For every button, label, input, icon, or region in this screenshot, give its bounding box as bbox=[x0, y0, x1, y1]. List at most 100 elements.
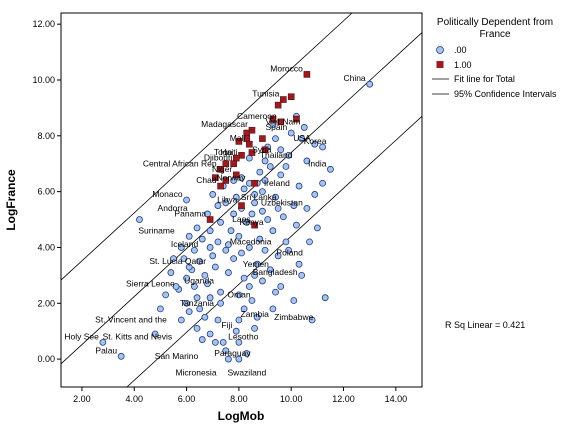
data-point-dependent bbox=[235, 138, 243, 145]
data-point-independent bbox=[300, 124, 308, 131]
point-label: Zimbabwe bbox=[274, 312, 313, 322]
data-point-independent bbox=[185, 263, 193, 271]
data-point-independent bbox=[222, 199, 230, 207]
y-tick-label: 8.00 bbox=[37, 131, 55, 141]
point-label: Morocco bbox=[270, 63, 303, 73]
data-point-independent bbox=[177, 244, 185, 251]
point-label: Monaco bbox=[152, 189, 183, 199]
data-point-independent bbox=[214, 316, 222, 324]
data-point-independent bbox=[230, 255, 238, 263]
data-point-dependent bbox=[251, 179, 258, 187]
data-point-independent bbox=[157, 305, 164, 313]
data-point-independent bbox=[264, 216, 272, 223]
x-tick-label: 4.00 bbox=[125, 394, 143, 404]
data-point-independent bbox=[167, 269, 175, 276]
data-point-independent bbox=[295, 182, 303, 190]
x-tick-label: 14.00 bbox=[385, 394, 408, 404]
data-point-independent bbox=[136, 216, 143, 223]
y-tick-label: 12.00 bbox=[32, 19, 55, 29]
point-label: Togo bbox=[214, 147, 233, 157]
data-point-independent bbox=[183, 274, 190, 282]
data-point-independent bbox=[191, 283, 198, 290]
data-point-independent bbox=[232, 327, 240, 335]
x-axis-title: LogMob bbox=[218, 409, 265, 423]
data-point-independent bbox=[240, 305, 248, 313]
data-point-independent bbox=[235, 355, 243, 363]
data-point-independent bbox=[313, 224, 321, 232]
data-point-independent bbox=[245, 283, 253, 290]
data-point-independent bbox=[180, 255, 188, 263]
point-label: Andorra bbox=[158, 203, 189, 213]
point-label: Laos bbox=[232, 214, 250, 224]
data-point-independent bbox=[193, 324, 201, 332]
data-point-independent bbox=[172, 283, 180, 290]
legend-label-3: 95% Confidence Intervals bbox=[454, 89, 557, 99]
data-point-independent bbox=[151, 330, 159, 338]
data-point-independent bbox=[240, 274, 248, 282]
data-point-independent bbox=[290, 297, 298, 304]
data-point-independent bbox=[274, 252, 282, 260]
data-point-dependent bbox=[222, 160, 230, 168]
data-point-independent bbox=[232, 193, 240, 201]
legend-title-line-1: Politically Dependent from bbox=[437, 17, 553, 28]
data-point-dependent bbox=[238, 202, 245, 209]
point-label: Thailand bbox=[260, 150, 293, 160]
data-point-independent bbox=[259, 188, 266, 196]
data-point-independent bbox=[245, 154, 253, 162]
data-point-dependent bbox=[269, 115, 277, 123]
data-point-independent bbox=[311, 140, 319, 148]
point-label: Swaziland bbox=[228, 368, 267, 378]
data-points bbox=[99, 71, 374, 363]
legend-marker-square bbox=[436, 61, 444, 68]
data-point-independent bbox=[269, 305, 277, 313]
data-point-independent bbox=[206, 227, 214, 235]
data-point-independent bbox=[277, 146, 285, 154]
point-label: Uganda bbox=[184, 276, 214, 286]
data-point-independent bbox=[211, 338, 219, 346]
data-point-independent bbox=[248, 297, 256, 304]
point-label: Panama bbox=[174, 209, 206, 219]
data-point-independent bbox=[266, 266, 274, 274]
data-point-independent bbox=[272, 135, 279, 142]
point-label: Djibouti bbox=[204, 153, 232, 163]
data-point-independent bbox=[196, 258, 204, 265]
data-point-independent bbox=[217, 299, 224, 307]
data-point-independent bbox=[303, 204, 311, 212]
data-point-independent bbox=[214, 202, 222, 209]
data-point-independent bbox=[277, 283, 285, 290]
data-point-independent bbox=[298, 271, 306, 279]
data-point-dependent bbox=[287, 93, 295, 101]
data-point-independent bbox=[298, 135, 306, 142]
legend-label-0: .00 bbox=[454, 45, 467, 55]
data-point-independent bbox=[204, 280, 211, 288]
legend-label-1: 1.00 bbox=[454, 60, 472, 70]
point-label: Lesotho bbox=[228, 331, 259, 341]
data-point-independent bbox=[311, 191, 319, 198]
data-point-independent bbox=[185, 308, 193, 316]
data-point-independent bbox=[259, 207, 266, 215]
point-label: USA bbox=[293, 133, 311, 143]
data-point-independent bbox=[245, 244, 253, 251]
x-tick-label: 10.00 bbox=[280, 394, 303, 404]
data-point-independent bbox=[206, 244, 214, 251]
data-point-independent bbox=[321, 294, 329, 302]
data-point-independent bbox=[295, 260, 303, 268]
y-tick-label: 2.00 bbox=[37, 298, 55, 308]
data-point-independent bbox=[253, 260, 261, 268]
legend-marker-circle bbox=[436, 46, 444, 54]
data-point-independent bbox=[272, 288, 279, 296]
data-point-independent bbox=[319, 179, 326, 187]
point-label: Central African Rep bbox=[143, 158, 217, 168]
data-point-independent bbox=[259, 277, 266, 285]
y-tick-label: 10.00 bbox=[32, 75, 55, 85]
point-label: Micronesia bbox=[175, 368, 216, 378]
point-label: Chad bbox=[196, 175, 217, 185]
data-point-dependent bbox=[293, 115, 300, 123]
data-point-independent bbox=[117, 352, 125, 360]
data-point-independent bbox=[282, 163, 290, 170]
ci-upper-line bbox=[60, 12, 353, 281]
legend-label-2: Fit line for Total bbox=[454, 74, 515, 84]
point-label: San Marino bbox=[155, 351, 199, 361]
point-label: Holy See bbox=[64, 331, 99, 341]
data-point-independent bbox=[285, 151, 292, 159]
